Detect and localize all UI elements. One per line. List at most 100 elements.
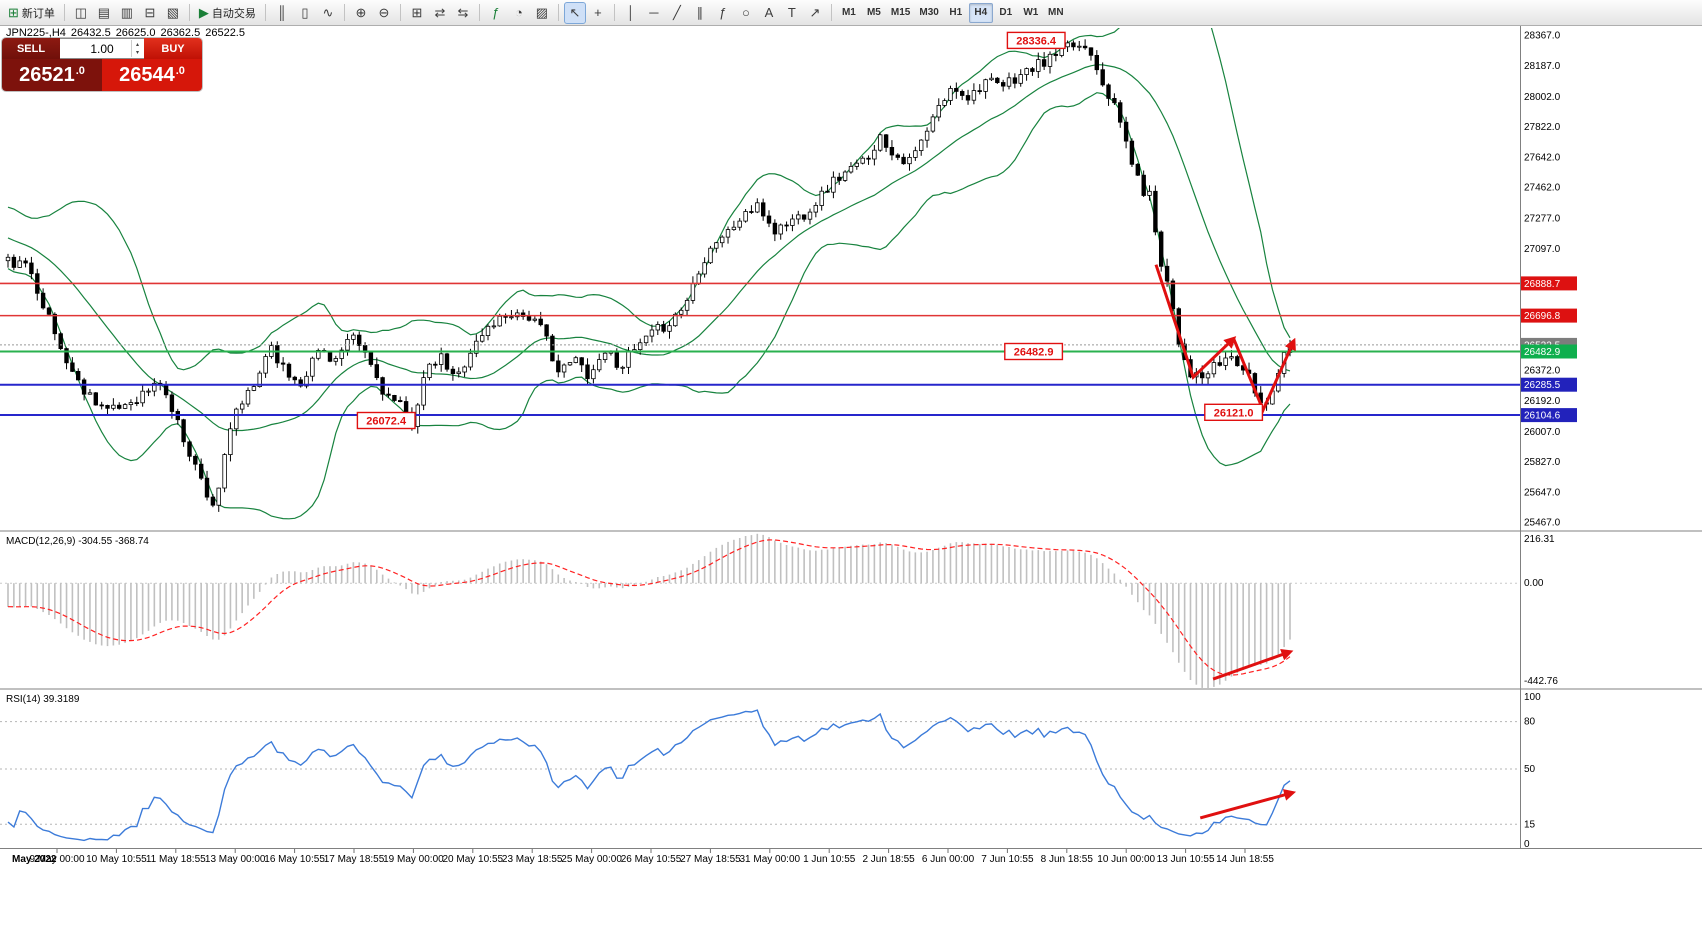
- line-chart-icon[interactable]: ∿: [317, 2, 339, 24]
- svg-text:27822.0: 27822.0: [1524, 122, 1561, 133]
- text-icon[interactable]: A: [758, 2, 780, 24]
- sell-button[interactable]: SELL: [2, 38, 60, 59]
- tile-windows-icon: ⊞: [411, 5, 423, 20]
- auto-scroll-icon[interactable]: ⇄: [429, 2, 451, 24]
- channel-icon[interactable]: ∥: [689, 2, 711, 24]
- price-tag: [1521, 377, 1577, 392]
- price-tag: [1521, 408, 1577, 423]
- macd-axis: 216.31 0.00 -442.76: [1524, 534, 1558, 687]
- tile-windows-icon[interactable]: ⊞: [406, 2, 428, 24]
- chart-shift-icon[interactable]: ⇆: [452, 2, 474, 24]
- price-tag: [1521, 344, 1577, 359]
- rsi-axis: 100 80 50 15 0: [1524, 692, 1541, 850]
- macd-label: MACD(12,26,9) -304.55 -368.74: [6, 536, 149, 547]
- templates-icon: ▨: [535, 5, 549, 20]
- chart-canvas[interactable]: 28336.4 26072.4 26482.9 26121.0 28367.0 28187…: [0, 26, 1702, 939]
- svg-text:10 May 10:55: 10 May 10:55: [86, 854, 147, 865]
- svg-text:26007.0: 26007.0: [1524, 427, 1561, 438]
- timeframe-m1-button[interactable]: M1: [837, 3, 861, 23]
- chart-shift-icon: ⇆: [457, 5, 469, 20]
- timeframe-h4-button[interactable]: H4: [968, 2, 993, 23]
- shapes-icon: ○: [741, 5, 750, 20]
- sell-price[interactable]: 26521 .0: [2, 59, 102, 91]
- horizontal-line-icon[interactable]: ─: [643, 2, 665, 24]
- fibonacci-icon[interactable]: ƒ: [712, 2, 734, 24]
- svg-text:26 May 10:55: 26 May 10:55: [621, 854, 682, 865]
- svg-text:27097.0: 27097.0: [1524, 244, 1561, 255]
- new-order-button-label: 新订单: [21, 7, 55, 20]
- svg-text:27642.0: 27642.0: [1524, 152, 1561, 163]
- toolbar-separator: [557, 4, 559, 21]
- trendline-icon[interactable]: ╱: [666, 2, 688, 24]
- vertical-line-icon[interactable]: │: [620, 2, 642, 24]
- volume-input[interactable]: [74, 40, 130, 57]
- sell-price-dec: .0: [75, 65, 85, 77]
- indicators-icon[interactable]: ƒ: [485, 2, 507, 24]
- text-icon: A: [764, 5, 774, 20]
- strategy-tester-icon: ▧: [166, 5, 180, 20]
- buy-button[interactable]: BUY: [144, 38, 202, 59]
- navigator-icon[interactable]: ▥: [116, 2, 138, 24]
- rsi-line: [7, 709, 1291, 842]
- toolbar-separator: [264, 4, 266, 21]
- periods-icon[interactable]: ◔: [508, 2, 530, 24]
- shapes-icon[interactable]: ○: [735, 2, 757, 24]
- timeframe-w1-button[interactable]: W1: [1019, 3, 1043, 23]
- bollinger-bands: [7, 28, 1291, 520]
- svg-text:25 May 00:00: 25 May 00:00: [561, 854, 622, 865]
- spinner-up-icon[interactable]: ▴: [135, 41, 139, 48]
- timeframe-m30-button[interactable]: M30: [915, 3, 942, 23]
- svg-text:100: 100: [1524, 692, 1541, 703]
- price-axis: 28367.0 28187.0 28002.0 27822.0 27642.0 27462…: [1521, 31, 1577, 529]
- cursor-icon[interactable]: ↖: [563, 1, 586, 24]
- svg-text:11 May 18:55: 11 May 18:55: [146, 854, 206, 865]
- terminal-icon: ⊟: [144, 5, 156, 20]
- zoom-out-icon: ⊖: [378, 5, 390, 20]
- label-icon[interactable]: T: [781, 2, 803, 24]
- timeframe-m5-button[interactable]: M5: [862, 3, 886, 23]
- symbol-ohlc-label: JPN225-,H4 26432.5 26625.0 26362.5 26522.5: [6, 27, 250, 39]
- data-window-icon[interactable]: ▤: [93, 2, 115, 24]
- svg-text:May 2022: May 2022: [12, 854, 57, 865]
- timeframe-m15-button[interactable]: M15: [887, 3, 914, 23]
- svg-text:28187.0: 28187.0: [1524, 61, 1561, 72]
- svg-text:28367.0: 28367.0: [1524, 31, 1561, 42]
- terminal-icon[interactable]: ⊟: [139, 2, 161, 24]
- rsi-panel: [0, 709, 1520, 842]
- volume-spinner[interactable]: ▴ ▾: [131, 40, 143, 57]
- candles: [5, 39, 1293, 512]
- templates-icon[interactable]: ▨: [531, 2, 553, 24]
- timeframe-h1-button[interactable]: H1: [944, 3, 968, 23]
- buy-price[interactable]: 26544 .0: [102, 59, 202, 91]
- ohlc-open: 26432.5: [70, 27, 111, 39]
- spinner-down-icon[interactable]: ▾: [135, 49, 139, 56]
- new-order-button[interactable]: ⊞ 新订单: [4, 2, 59, 24]
- svg-text:28002.0: 28002.0: [1524, 92, 1561, 103]
- timeframe-d1-button[interactable]: D1: [994, 3, 1018, 23]
- svg-text:14 Jun 18:55: 14 Jun 18:55: [1216, 854, 1274, 865]
- timeframe-mn-button[interactable]: MN: [1044, 3, 1068, 23]
- trendline-icon: ╱: [672, 5, 681, 20]
- macd-trend-arrow: [1212, 648, 1294, 681]
- svg-text:15: 15: [1524, 819, 1536, 830]
- market-watch-icon[interactable]: ◫: [70, 2, 92, 24]
- strategy-tester-icon[interactable]: ▧: [162, 2, 184, 24]
- horizontal-line-icon: ─: [649, 5, 659, 20]
- autotrading-icon: ▶: [198, 5, 209, 20]
- crosshair-icon[interactable]: +: [587, 2, 609, 24]
- svg-text:26482.9: 26482.9: [1014, 347, 1054, 359]
- zoom-out-icon[interactable]: ⊖: [373, 2, 395, 24]
- zoom-in-icon[interactable]: ⊕: [350, 2, 372, 24]
- bar-chart-icon[interactable]: ║: [271, 2, 293, 24]
- candlestick-chart-icon[interactable]: ▯: [294, 2, 316, 24]
- svg-text:19 May 00:00: 19 May 00:00: [383, 854, 444, 865]
- svg-text:27462.0: 27462.0: [1524, 183, 1561, 194]
- svg-text:28336.4: 28336.4: [1016, 35, 1057, 47]
- autotrading-button[interactable]: ▶ 自动交易: [195, 2, 260, 24]
- svg-text:80: 80: [1524, 717, 1536, 728]
- svg-text:13 Jun 10:55: 13 Jun 10:55: [1157, 854, 1215, 865]
- arrow-object-icon[interactable]: ↗: [804, 2, 826, 24]
- svg-text:20 May 10:55: 20 May 10:55: [442, 854, 503, 865]
- rsi-trend-arrow: [1199, 789, 1297, 820]
- svg-text:0.00: 0.00: [1524, 578, 1544, 589]
